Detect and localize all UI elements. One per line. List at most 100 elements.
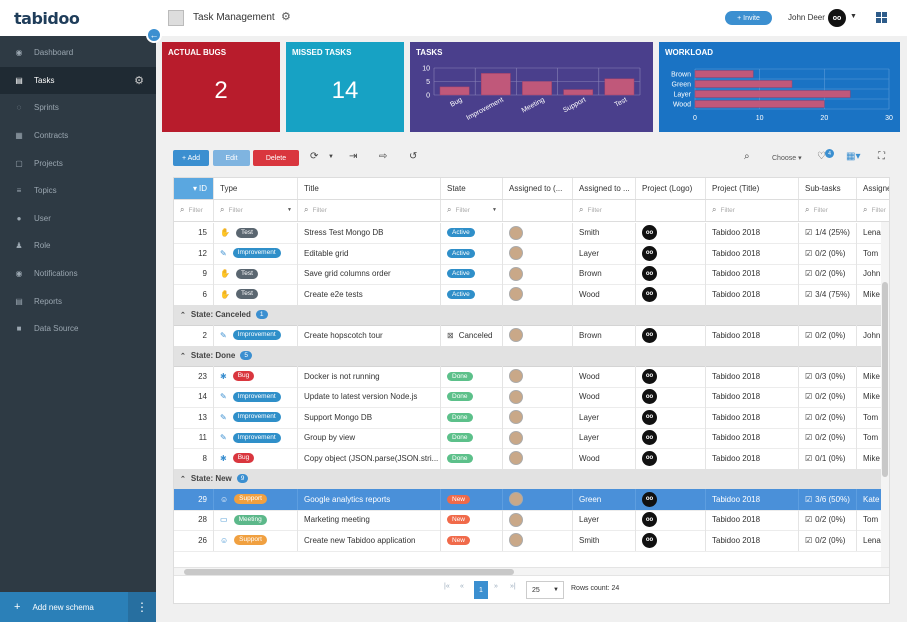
user-avatar[interactable]: oo	[828, 9, 846, 27]
table-row[interactable]: 23 ✱ Bug Docker is not running Done Wood oo Tab…	[174, 366, 889, 388]
favorite-icon[interactable]: ♡	[817, 151, 826, 162]
collapse-icon[interactable]: ⌃	[180, 475, 186, 483]
column-header[interactable]: State	[441, 178, 503, 199]
filter-input[interactable]	[636, 200, 706, 221]
column-header[interactable]: Assigned to ...	[573, 178, 636, 199]
assigned-avatar-cell	[503, 407, 573, 428]
collapse-icon[interactable]: ⌃	[180, 352, 186, 360]
column-header[interactable]: Title	[298, 178, 441, 199]
group-header-row[interactable]: ⌃ State: Canceled 1	[174, 304, 889, 327]
filter-input[interactable]: ⌕ Filter ▼	[441, 200, 503, 221]
fullscreen-icon[interactable]: ⛶	[878, 151, 885, 162]
workload-chart-card[interactable]: Workload 0 10 20 30 Brown Green Layer Wood	[659, 42, 900, 132]
table-row[interactable]: 12 ✎ Improvement Editable grid Active Layer oo…	[174, 243, 889, 265]
sidebar-item-topics[interactable]: ≡ Topics	[0, 177, 156, 205]
table-row[interactable]: 6 ✋ Test Create e2e tests Active Wood oo Tabido…	[174, 284, 889, 306]
subtasks-cell: ☑ 0/1 (0%)	[799, 448, 857, 469]
gear-icon[interactable]: ⚙	[134, 74, 144, 87]
filter-input[interactable]: ⌕ Filter	[706, 200, 799, 221]
sidebar-item-user[interactable]: ● User	[0, 205, 156, 233]
assigned-avatar-cell	[503, 325, 573, 346]
table-row[interactable]: 2 ✎ Improvement Create hopscotch tour ⊠ Cance…	[174, 325, 889, 347]
sidebar-item-reports[interactable]: ▤ Reports	[0, 287, 156, 315]
table-row[interactable]: 29 ☺ Support Google analytics reports New Gre…	[174, 489, 889, 511]
export-icon[interactable]: ⇨	[379, 151, 388, 162]
next-page-icon[interactable]: »	[494, 583, 498, 590]
first-page-icon[interactable]: |«	[444, 583, 450, 590]
project-logo-cell: oo	[636, 448, 706, 469]
tasks-chart-card[interactable]: Tasks 10 5 0 Bug Improvement Meeting Support Te…	[410, 42, 653, 132]
invite-button[interactable]: + Invite	[725, 11, 772, 25]
collapse-sidebar-icon[interactable]: ←	[146, 27, 162, 43]
vertical-scrollbar[interactable]	[881, 222, 889, 577]
last-page-icon[interactable]: »|	[510, 583, 516, 590]
sidebar-item-label: User	[34, 213, 51, 223]
history-icon[interactable]: ↺	[409, 151, 418, 162]
columns-icon[interactable]: ▦▾	[846, 151, 861, 162]
more-options-icon[interactable]: ⋮	[128, 592, 156, 622]
title-value: Support Mongo DB	[304, 412, 373, 422]
sidebar-item-contracts[interactable]: ▦ Contracts	[0, 122, 156, 150]
sidebar-item-notifications[interactable]: ◉ Notifications	[0, 260, 156, 288]
import-icon[interactable]: ⇥	[349, 151, 358, 162]
table-row[interactable]: 15 ✋ Test Stress Test Mongo DB Active Smith oo…	[174, 222, 889, 245]
sidebar-item-tasks[interactable]: ▤ Tasks ⚙	[0, 66, 156, 95]
sidebar-item-projects[interactable]: ▢ Projects	[0, 149, 156, 177]
filter-input[interactable]: ⌕ Filter ▼	[214, 200, 298, 221]
filter-input[interactable]	[503, 200, 573, 221]
column-header[interactable]: Project (Title)	[706, 178, 799, 199]
table-row[interactable]: 13 ✎ Improvement Support Mongo DB Done Layer o…	[174, 407, 889, 429]
search-icon[interactable]: ⌕	[744, 151, 750, 162]
caret-down-icon[interactable]: ▼	[328, 154, 334, 160]
type-tag: Test	[235, 227, 258, 238]
filter-input[interactable]: ⌕ Filter	[857, 200, 889, 221]
assigned-value: Brown	[579, 269, 602, 279]
filter-input[interactable]: ⌕ Filter	[174, 200, 214, 221]
edit-label: Edit	[225, 154, 238, 162]
sidebar-item-label: Topics	[34, 186, 57, 196]
column-header[interactable]: Assigned to (...	[503, 178, 573, 199]
missed-tasks-card[interactable]: Missed Tasks 14	[286, 42, 404, 132]
table-row[interactable]: 11 ✎ Improvement Group by view Done Layer oo Ta…	[174, 427, 889, 450]
table-row[interactable]: 28 ▭ Meeting Marketing meeting New Layer oo Tab…	[174, 509, 889, 532]
table-row[interactable]: 26 ☺ Support Create new Tabidoo application…	[174, 530, 889, 552]
gear-icon[interactable]: ⚙	[281, 11, 291, 23]
tabidoo-logo[interactable]: tabidoo	[14, 8, 80, 28]
refresh-icon[interactable]: ⟳	[310, 151, 319, 162]
filter-input[interactable]: ⌕ Filter	[799, 200, 857, 221]
table-row[interactable]: 14 ✎ Improvement Update to latest version N…	[174, 386, 889, 409]
collapse-icon[interactable]: ⌃	[180, 311, 186, 319]
user-name[interactable]: John Deer	[788, 13, 825, 22]
choose-view-dropdown[interactable]: Choose ▾	[772, 155, 802, 162]
horizontal-scrollbar[interactable]	[174, 567, 889, 575]
avatar	[509, 533, 523, 548]
sidebar-item-sprints[interactable]: ◌ Sprints	[0, 94, 156, 122]
sidebar-item-dashboard[interactable]: ◉ Dashboard	[0, 39, 156, 67]
column-header[interactable]: Type	[214, 178, 298, 199]
group-header-row[interactable]: ⌃ State: Done 5	[174, 345, 889, 368]
column-header[interactable]: Project (Logo)	[636, 178, 706, 199]
x-tick-label: 0	[693, 115, 697, 122]
sidebar-item-role[interactable]: ♟ Role	[0, 232, 156, 260]
prev-page-icon[interactable]: «	[460, 583, 464, 590]
filter-input[interactable]: ⌕ Filter	[573, 200, 636, 221]
delete-button[interactable]: Delete	[253, 150, 299, 166]
table-row[interactable]: 9 ✋ Test Save grid columns order Active Brown…	[174, 263, 889, 286]
actual-bugs-card[interactable]: Actual Bugs 2	[162, 42, 280, 132]
add-button[interactable]: + Add	[173, 150, 209, 166]
current-page[interactable]: 1	[474, 581, 488, 599]
table-row[interactable]: 8 ✱ Bug Copy object (JSON.parse(JSON.stri..…	[174, 448, 889, 470]
filter-input[interactable]: ⌕ Filter	[298, 200, 441, 221]
column-header[interactable]: Assigne	[857, 178, 889, 199]
page-size-select[interactable]: 25 ▼	[526, 581, 564, 599]
group-header-row[interactable]: ⌃ State: New 9	[174, 468, 889, 491]
choose-label: Choose	[772, 155, 797, 162]
edit-button[interactable]: Edit	[213, 150, 250, 166]
column-header[interactable]: Sub-tasks	[799, 178, 857, 199]
project-value: Tabidoo 2018	[712, 433, 761, 443]
apps-grid-icon[interactable]	[876, 12, 887, 23]
sidebar-item-data-source[interactable]: ■ Data Source	[0, 315, 156, 343]
column-header[interactable]: ▾ ID	[174, 178, 214, 199]
add-schema-button[interactable]: + Add new schema ⋮	[0, 592, 156, 622]
caret-down-icon[interactable]: ▼	[850, 13, 857, 20]
